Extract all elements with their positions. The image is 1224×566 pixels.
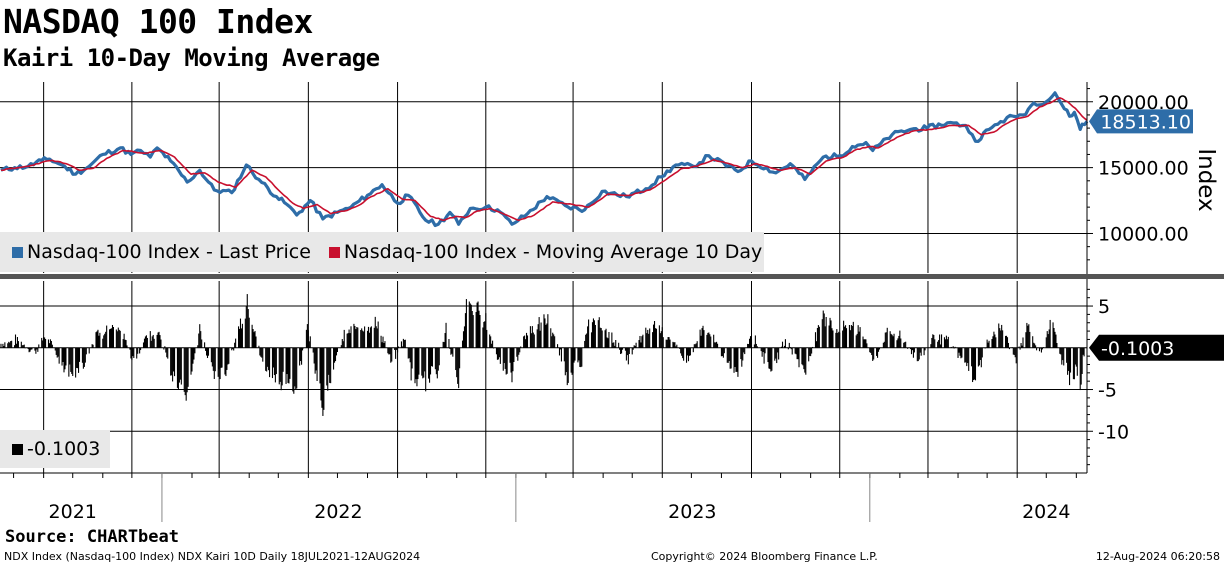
legend-item-moving-average: Nasdaq-100 Index - Moving Average 10 Day [311,241,762,263]
x-year-label: 2023 [668,501,716,523]
x-year-label: 2021 [49,501,97,523]
series-line-moving-average [0,97,1088,222]
kairi-last-value-label: -0.1003 [1101,338,1174,360]
value-badges: 18513.10 -0.1003 [1089,109,1224,361]
series-line-last-price [0,91,1089,228]
price-y-tick-label: 15000.00 [1098,158,1189,180]
price-y-tick-label: 10000.00 [1098,223,1189,245]
kairi-bars [0,294,1088,416]
legend-label-last-price: Nasdaq-100 Index - Last Price [27,241,311,263]
kairi-y-tick-label: -10 [1098,421,1129,443]
price-y-tick-label: 20000.00 [1098,92,1189,114]
source-note: Source: CHARTbeat [5,527,179,547]
axes: 20000.00 15000.00 10000.00 5 -5 -10 2021 2022 20… [0,82,1224,523]
legend-swatch-moving-average [328,246,340,258]
chart-title: NASDAQ 100 Index [3,2,313,41]
legend-label-kairi: -0.1003 [27,438,101,460]
x-year-label: 2024 [1022,501,1070,523]
price-last-value-label: 18513.10 [1100,111,1191,133]
x-year-label: 2022 [314,501,362,523]
chart-subtitle: Kairi 10-Day Moving Average [3,44,380,72]
kairi-grid [0,281,1087,473]
legend-swatch-last-price [12,246,23,258]
footer-timestamp: 12-Aug-2024 06:20:58 [1095,550,1220,563]
kairi-y-tick-label: 5 [1098,296,1110,318]
legend-swatch-kairi [12,443,23,455]
price-lines [0,91,1089,228]
price-y-axis-title: Index [1193,148,1219,211]
kairi-last-value-badge [1089,334,1224,361]
price-last-value-badge [1089,109,1193,134]
kairi-legend: -0.1003 [0,430,110,468]
legend-label-moving-average: Nasdaq-100 Index - Moving Average 10 Day [343,241,763,263]
footer-ticker-info: NDX Index (Nasdaq-100 Index) NDX Kairi 1… [4,550,421,563]
price-legend: Nasdaq-100 Index - Last Price Nasdaq-100… [0,232,764,272]
legend-item-last-price: Nasdaq-100 Index - Last Price [0,241,311,263]
footer-copyright: Copyright© 2024 Bloomberg Finance L.P. [651,550,878,563]
kairi-y-tick-label: -5 [1098,380,1117,402]
